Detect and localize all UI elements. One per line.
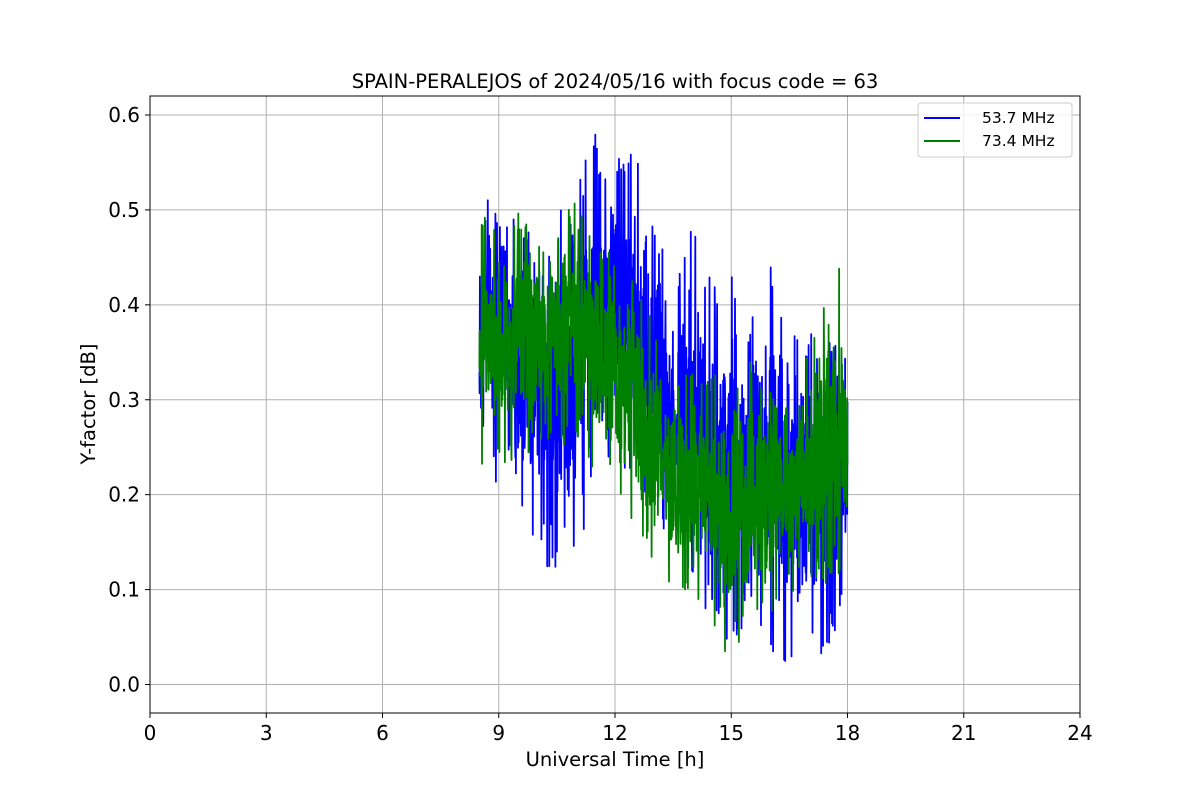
y-tick-label: 0.5 (108, 198, 140, 222)
x-axis-label: Universal Time [h] (526, 748, 705, 771)
x-tick-label: 24 (1067, 721, 1092, 745)
y-tick-label: 0.0 (108, 673, 140, 697)
y-tick-label: 0.4 (108, 293, 140, 317)
x-tick-label: 6 (376, 721, 389, 745)
y-tick-label: 0.6 (108, 103, 140, 127)
legend: 53.7 MHz 73.4 MHz (917, 102, 1073, 158)
legend-label-series-2: 73.4 MHz (982, 132, 1055, 150)
y-tick-label: 0.2 (108, 483, 140, 507)
x-tick-label: 3 (260, 721, 273, 745)
x-tick-label: 12 (602, 721, 627, 745)
series-line-2 (478, 202, 849, 653)
x-tick-label: 0 (144, 721, 157, 745)
x-tick-label: 9 (492, 721, 505, 745)
legend-box (917, 102, 1073, 158)
y-axis-label: Y-factor [dB] (77, 344, 100, 466)
x-tick-label: 21 (951, 721, 976, 745)
x-tick-label: 18 (835, 721, 860, 745)
y-tick-label: 0.3 (108, 388, 140, 412)
x-tick-label: 15 (719, 721, 744, 745)
chart-title: SPAIN-PERALEJOS of 2024/05/16 with focus… (352, 70, 879, 93)
legend-label-series-1: 53.7 MHz (982, 109, 1055, 127)
tick-layer: 0 3 6 9 12 15 18 21 24 0.0 0.1 0.2 0.3 0.4 0.5 0.6 (108, 103, 1093, 745)
series-layer (478, 133, 849, 662)
y-tick-label: 0.1 (108, 578, 140, 602)
